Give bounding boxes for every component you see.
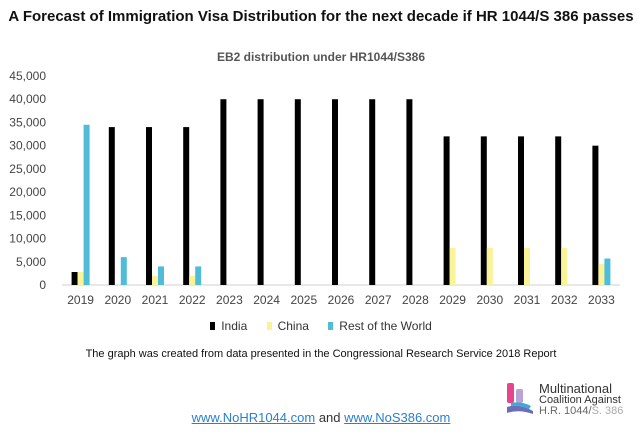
x-tick-label: 2023 [216, 293, 243, 307]
x-tick-label: 2026 [328, 293, 355, 307]
x-tick-label: 2024 [253, 293, 280, 307]
bar-rest-of-the-world [604, 258, 611, 285]
logo-line-2: Coalition Against [539, 394, 621, 406]
bar-india [332, 99, 338, 285]
logo-line-3a: H.R. 1044/ [539, 405, 592, 417]
bar-india [555, 136, 562, 285]
y-tick-label: 45,000 [9, 69, 46, 83]
y-tick-label: 15,000 [9, 208, 46, 222]
y-tick-label: 0 [39, 278, 46, 292]
y-tick-label: 25,000 [9, 162, 46, 176]
x-tick-label: 2033 [588, 293, 615, 307]
logo-line-3b: S. 386 [591, 405, 624, 417]
legend-item-india: India [210, 319, 247, 333]
bar-rest-of-the-world [120, 257, 127, 285]
legend-label-china: China [277, 319, 309, 333]
footer-connector: and [318, 410, 341, 425]
chart-legend: India China Rest of the World [0, 319, 642, 333]
nos386-link[interactable]: www.NoS386.com [344, 410, 451, 425]
y-tick-label: 5,000 [16, 255, 46, 269]
nohr1044-link[interactable]: www.NoHR1044.com [191, 410, 316, 425]
footer-links: www.NoHR1044.com and www.NoS386.com [0, 410, 642, 425]
x-tick-label: 2031 [514, 293, 541, 307]
coalition-logo: Multinational Coalition Against H.R. 104… [501, 377, 631, 417]
legend-label-rest-of-world: Rest of the World [339, 319, 432, 333]
x-tick-label: 2021 [142, 293, 169, 307]
x-tick-label: 2027 [365, 293, 392, 307]
bar-china [189, 275, 196, 285]
bar-china [77, 271, 84, 285]
coalition-logo-icon [507, 383, 533, 414]
bar-india [146, 127, 152, 285]
x-tick-label: 2019 [67, 293, 94, 307]
y-tick-label: 35,000 [9, 115, 46, 129]
x-tick-label: 2032 [551, 293, 578, 307]
bar-india [108, 127, 115, 285]
bar-rest-of-the-world [195, 266, 202, 285]
bar-india [406, 99, 413, 285]
legend-item-rest-of-world: Rest of the World [328, 319, 432, 333]
legend-swatch-rest-of-world [328, 322, 334, 330]
bar-india [294, 99, 301, 285]
x-tick-label: 2025 [290, 293, 317, 307]
bar-china [524, 247, 530, 285]
source-note: The graph was created from data presente… [85, 348, 557, 360]
legend-item-china: China [266, 319, 309, 333]
bar-china [598, 264, 605, 285]
legend-swatch-china [266, 322, 272, 330]
bar-india [480, 136, 487, 285]
x-tick-label: 2030 [476, 293, 503, 307]
bar-india [71, 271, 78, 285]
bar-china [486, 247, 493, 285]
bar-india [183, 127, 190, 285]
x-tick-label: 2020 [104, 293, 131, 307]
bar-india [592, 145, 599, 285]
bar-rest-of-the-world [83, 124, 90, 285]
bar-india [220, 99, 227, 285]
legend-swatch-india [210, 322, 216, 330]
page-title: A Forecast of Immigration Visa Distribut… [8, 8, 634, 25]
logo-line-3: H.R. 1044/S. 386 [539, 405, 623, 417]
x-tick-label: 2028 [402, 293, 429, 307]
logo-line-1: Multinational [539, 381, 612, 396]
bar-china [152, 275, 158, 285]
bar-rest-of-the-world [158, 266, 164, 285]
bar-india [518, 136, 524, 285]
legend-label-india: India [221, 319, 248, 333]
y-tick-label: 20,000 [9, 185, 46, 199]
x-tick-label: 2022 [179, 293, 206, 307]
x-tick-label: 2029 [439, 293, 466, 307]
y-tick-label: 40,000 [9, 92, 46, 106]
bar-india [443, 136, 450, 285]
y-tick-label: 10,000 [9, 232, 46, 246]
bar-china [561, 247, 568, 285]
bar-india [257, 99, 264, 285]
chart-title: EB2 distribution under HR1044/S386 [216, 50, 426, 64]
bar-china [449, 247, 456, 285]
bar-india [369, 99, 376, 285]
bar-chart: 0 5,000 10,000 15,000 20,000 25,000 30,000 35,0… [9, 69, 620, 307]
y-tick-label: 30,000 [9, 139, 46, 153]
